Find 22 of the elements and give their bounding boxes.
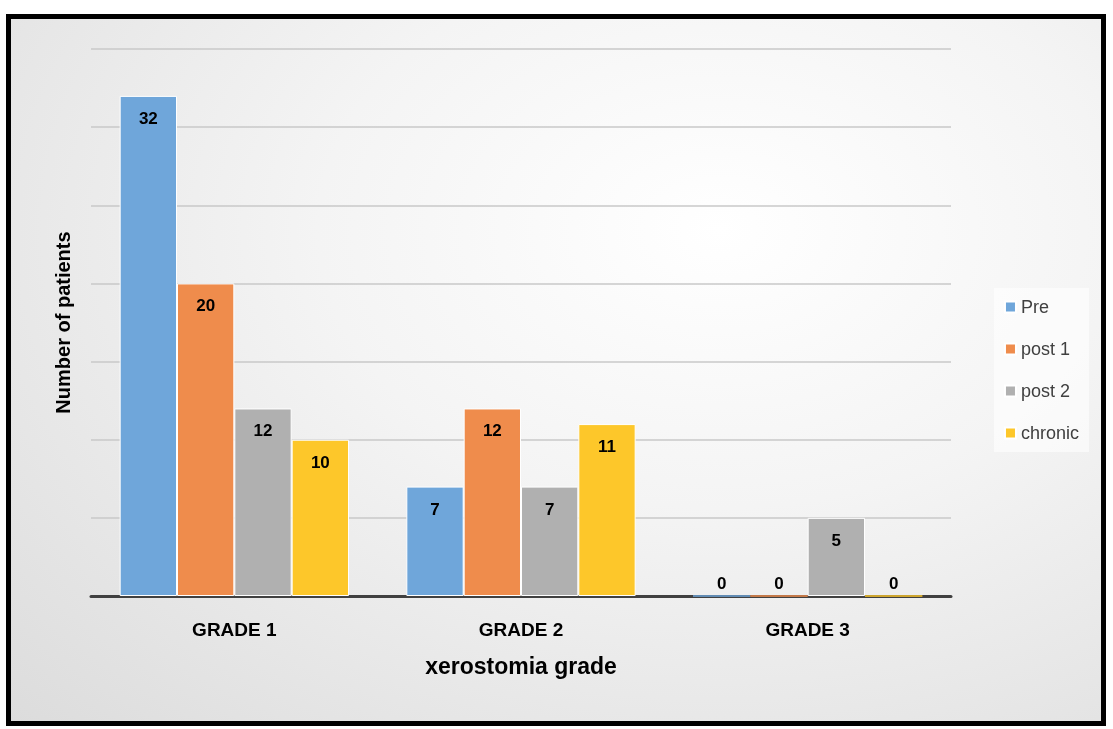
data-label: 32 <box>138 108 158 128</box>
x-axis-title: xerostomia grade <box>425 652 617 679</box>
data-label: 20 <box>196 296 216 316</box>
x-tick-label: GRADE 2 <box>478 619 564 640</box>
data-label: 12 <box>482 421 502 441</box>
data-label: 5 <box>831 530 842 550</box>
legend-label: post 2 <box>1020 381 1071 401</box>
data-label: 12 <box>253 421 273 441</box>
data-label: 0 <box>716 573 727 593</box>
x-tick-label: GRADE 3 <box>765 619 850 640</box>
legend-label: post 1 <box>1020 339 1071 359</box>
legend-label: chronic <box>1020 423 1080 443</box>
data-label: 10 <box>310 452 330 472</box>
data-label: 7 <box>544 499 555 519</box>
data-label: 11 <box>598 437 616 457</box>
legend-label: Pre <box>1020 297 1049 317</box>
data-label: 7 <box>430 499 440 519</box>
x-tick-label: GRADE 1 <box>192 619 277 640</box>
data-label: 0 <box>774 573 784 593</box>
bar <box>807 517 865 596</box>
y-axis-title: Number of patients <box>52 231 74 414</box>
data-label: 0 <box>888 573 899 593</box>
